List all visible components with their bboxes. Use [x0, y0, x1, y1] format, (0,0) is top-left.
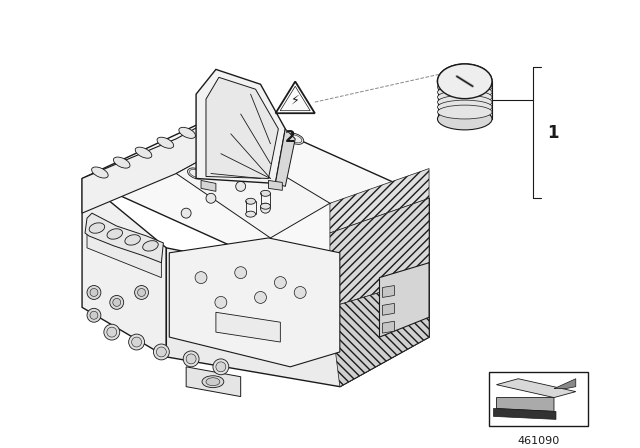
Circle shape: [129, 334, 145, 350]
Polygon shape: [280, 86, 310, 111]
Ellipse shape: [202, 376, 224, 388]
Ellipse shape: [135, 147, 152, 158]
Ellipse shape: [438, 95, 492, 109]
Circle shape: [113, 298, 121, 306]
Polygon shape: [82, 178, 166, 357]
Circle shape: [216, 362, 226, 372]
Polygon shape: [330, 168, 429, 233]
Ellipse shape: [179, 127, 195, 138]
Text: 461090: 461090: [517, 436, 559, 446]
Polygon shape: [186, 367, 241, 396]
Circle shape: [206, 194, 216, 203]
Ellipse shape: [438, 80, 492, 94]
Ellipse shape: [212, 158, 229, 169]
Ellipse shape: [237, 148, 254, 159]
Ellipse shape: [264, 142, 277, 150]
Ellipse shape: [206, 378, 220, 386]
Circle shape: [275, 276, 286, 289]
Circle shape: [110, 295, 124, 309]
Circle shape: [294, 287, 306, 298]
Polygon shape: [176, 144, 330, 238]
Polygon shape: [276, 82, 315, 113]
Polygon shape: [383, 303, 394, 315]
Circle shape: [186, 354, 196, 364]
Ellipse shape: [438, 64, 492, 99]
Polygon shape: [206, 78, 278, 178]
Circle shape: [90, 311, 98, 319]
Circle shape: [235, 267, 246, 279]
Ellipse shape: [287, 133, 304, 144]
Polygon shape: [380, 263, 429, 337]
Circle shape: [195, 271, 207, 284]
Ellipse shape: [189, 169, 203, 177]
Ellipse shape: [125, 235, 140, 245]
Polygon shape: [85, 213, 163, 263]
Ellipse shape: [89, 223, 105, 233]
Ellipse shape: [107, 229, 122, 239]
Ellipse shape: [438, 108, 492, 130]
Ellipse shape: [214, 159, 227, 168]
Circle shape: [260, 203, 271, 213]
Circle shape: [236, 181, 246, 191]
Polygon shape: [330, 278, 429, 387]
Polygon shape: [438, 81, 492, 119]
Polygon shape: [330, 198, 429, 307]
Ellipse shape: [438, 105, 492, 119]
Circle shape: [134, 285, 148, 299]
Ellipse shape: [260, 203, 271, 209]
Circle shape: [255, 292, 266, 303]
Polygon shape: [497, 397, 554, 411]
Ellipse shape: [438, 100, 492, 114]
Ellipse shape: [262, 140, 279, 151]
Circle shape: [132, 337, 141, 347]
Ellipse shape: [438, 90, 492, 104]
Polygon shape: [383, 285, 394, 297]
Polygon shape: [201, 181, 216, 191]
Ellipse shape: [143, 241, 158, 251]
Circle shape: [156, 347, 166, 357]
Ellipse shape: [438, 85, 492, 99]
Ellipse shape: [92, 167, 108, 178]
Ellipse shape: [188, 168, 205, 179]
Circle shape: [87, 308, 101, 322]
Text: 1: 1: [547, 124, 559, 142]
Circle shape: [183, 351, 199, 367]
Polygon shape: [383, 321, 394, 333]
Circle shape: [181, 208, 191, 218]
Polygon shape: [87, 223, 161, 278]
Polygon shape: [493, 409, 556, 419]
Circle shape: [215, 297, 227, 308]
Ellipse shape: [260, 190, 271, 196]
Circle shape: [138, 289, 145, 297]
Polygon shape: [82, 109, 231, 213]
Circle shape: [154, 344, 170, 360]
Text: ⚡: ⚡: [291, 94, 300, 107]
Ellipse shape: [157, 137, 173, 148]
Circle shape: [104, 324, 120, 340]
Ellipse shape: [239, 150, 252, 158]
Ellipse shape: [438, 64, 492, 99]
Polygon shape: [268, 181, 282, 190]
Ellipse shape: [201, 117, 217, 129]
Ellipse shape: [246, 198, 255, 204]
Circle shape: [87, 285, 101, 299]
Polygon shape: [170, 238, 340, 367]
FancyBboxPatch shape: [488, 372, 588, 426]
Polygon shape: [196, 69, 285, 183]
Polygon shape: [82, 109, 429, 273]
Polygon shape: [554, 379, 576, 389]
Polygon shape: [166, 198, 429, 387]
Polygon shape: [216, 312, 280, 342]
Circle shape: [213, 359, 228, 375]
Ellipse shape: [246, 211, 255, 217]
Circle shape: [90, 289, 98, 297]
Ellipse shape: [289, 135, 302, 143]
Text: 2: 2: [285, 130, 296, 145]
Ellipse shape: [113, 157, 130, 168]
Circle shape: [107, 327, 116, 337]
Polygon shape: [291, 198, 429, 387]
Polygon shape: [497, 379, 576, 397]
Polygon shape: [275, 129, 295, 186]
